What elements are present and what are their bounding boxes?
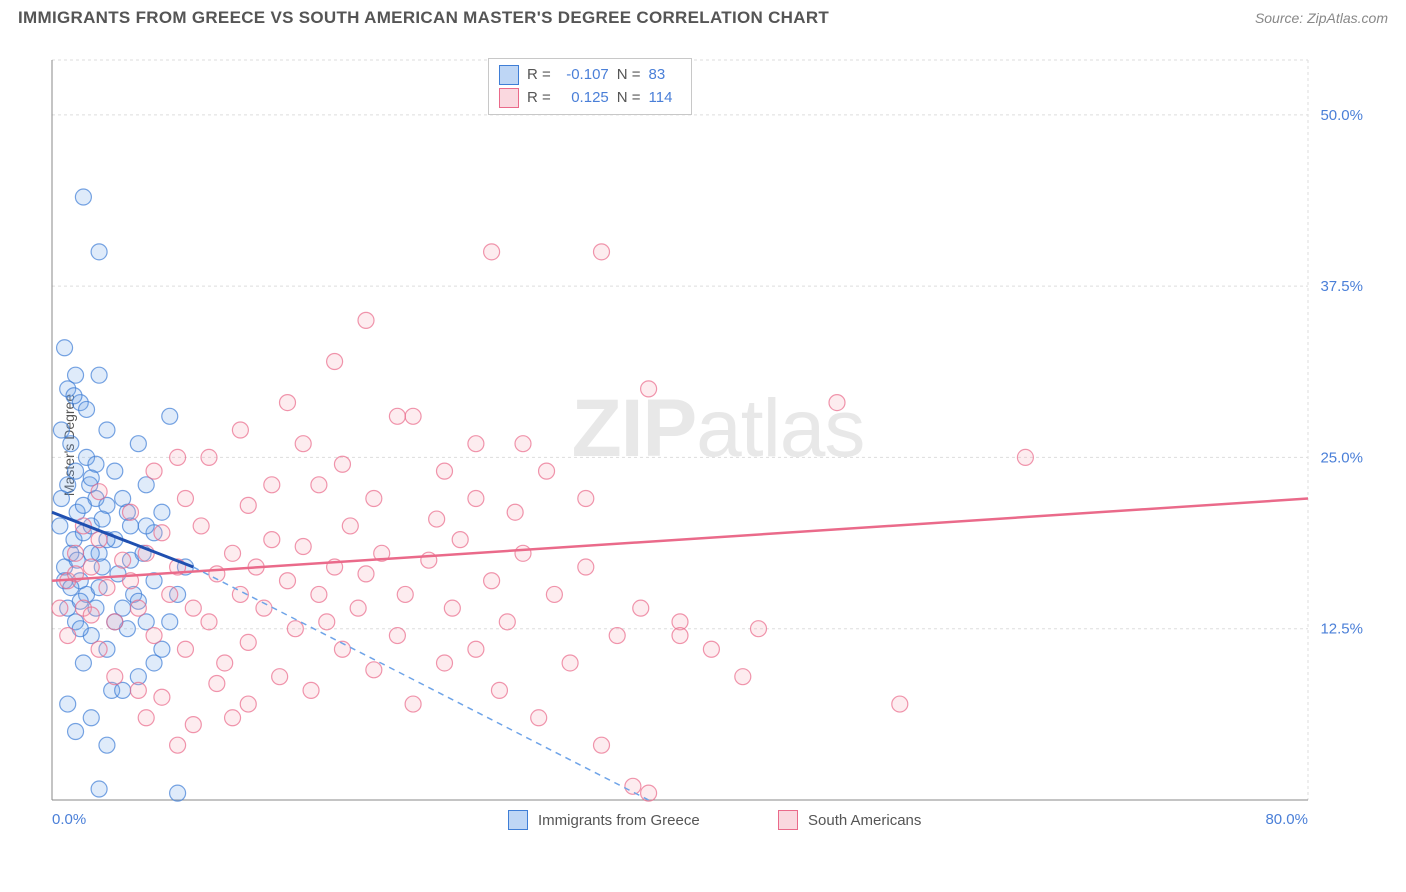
swatch-greece [499, 65, 519, 85]
svg-text:0.0%: 0.0% [52, 811, 86, 828]
source-label: Source: ZipAtlas.com [1255, 10, 1388, 26]
legend-south-american: South Americans [778, 810, 921, 830]
chart-title: IMMIGRANTS FROM GREECE VS SOUTH AMERICAN… [18, 8, 829, 28]
swatch-south-american [499, 88, 519, 108]
svg-text:50.0%: 50.0% [1320, 107, 1363, 124]
svg-text:80.0%: 80.0% [1265, 811, 1308, 828]
stats-box: R = -0.107 N = 83 R = 0.125 N = 114 [488, 58, 692, 115]
title-bar: IMMIGRANTS FROM GREECE VS SOUTH AMERICAN… [0, 0, 1406, 32]
legend-label-greece: Immigrants from Greece [538, 812, 700, 829]
legend-greece: Immigrants from Greece [508, 810, 700, 830]
plot-area: Master's Degree ZIPatlas 12.5%25.0%37.5%… [48, 50, 1388, 840]
svg-text:25.0%: 25.0% [1320, 449, 1363, 466]
svg-text:12.5%: 12.5% [1320, 621, 1363, 638]
svg-text:37.5%: 37.5% [1320, 278, 1363, 295]
legend-label-south-american: South Americans [808, 812, 921, 829]
stats-row-south-american: R = 0.125 N = 114 [499, 87, 679, 110]
stats-row-greece: R = -0.107 N = 83 [499, 64, 679, 87]
legend-swatch-south-american [778, 810, 798, 830]
scatter-plot: 12.5% 25.0% 37.5% 50.0% 0.0% 80.0% [48, 50, 1388, 840]
legend-swatch-greece [508, 810, 528, 830]
